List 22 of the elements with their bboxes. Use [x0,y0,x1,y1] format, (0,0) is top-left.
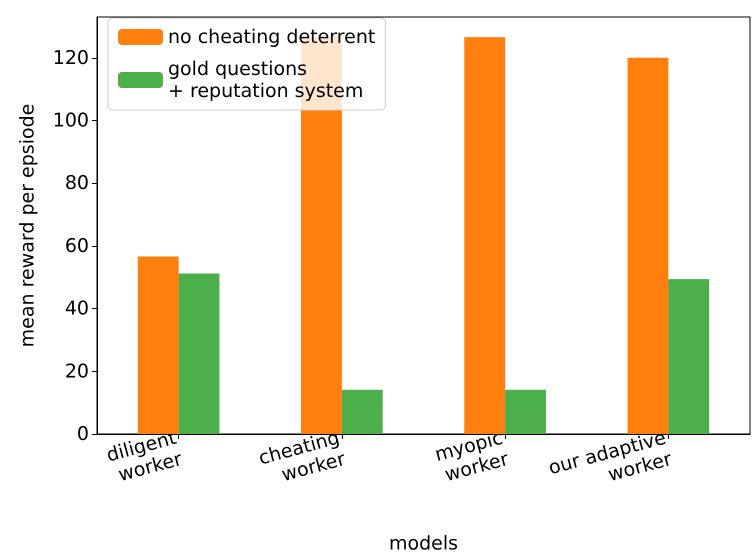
y-tick-label: 100 [52,109,89,132]
y-tick-label: 60 [64,234,89,257]
x-axis-title: models [388,532,458,554]
x-tick-label: cheating worker [256,426,348,486]
bar [668,279,710,434]
x-tick-label: diligent worker [104,426,184,486]
y-tick-label: 0 [76,423,89,445]
legend-label: gold questions + reputation system [168,58,364,102]
y-tick-label: 80 [64,172,89,194]
y-axis-title: mean reward per epsiode [16,104,38,348]
bar [342,390,383,434]
y-tick-label: 40 [64,298,89,320]
y-tick-label: 20 [64,360,89,382]
y-tick-label: 120 [52,46,89,69]
bar [464,37,506,434]
bar [505,390,546,434]
x-tick-label: myopic worker [432,426,511,486]
x-tick-label: our adaptive worker [546,426,674,486]
bar [628,58,668,434]
legend-label: no cheating deterrent [168,26,376,48]
bar [178,273,220,434]
bar [138,256,179,434]
